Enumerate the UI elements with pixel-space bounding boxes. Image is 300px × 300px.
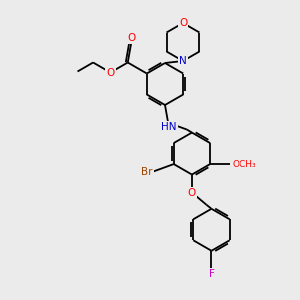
Text: OCH₃: OCH₃ bbox=[232, 160, 256, 169]
Text: HN: HN bbox=[161, 122, 177, 132]
Text: O: O bbox=[106, 68, 115, 77]
Text: Br: Br bbox=[141, 167, 153, 177]
Text: N: N bbox=[179, 56, 187, 66]
Text: F: F bbox=[208, 269, 214, 279]
Text: O: O bbox=[179, 18, 187, 28]
Text: O: O bbox=[188, 188, 196, 198]
Text: O: O bbox=[127, 33, 135, 43]
